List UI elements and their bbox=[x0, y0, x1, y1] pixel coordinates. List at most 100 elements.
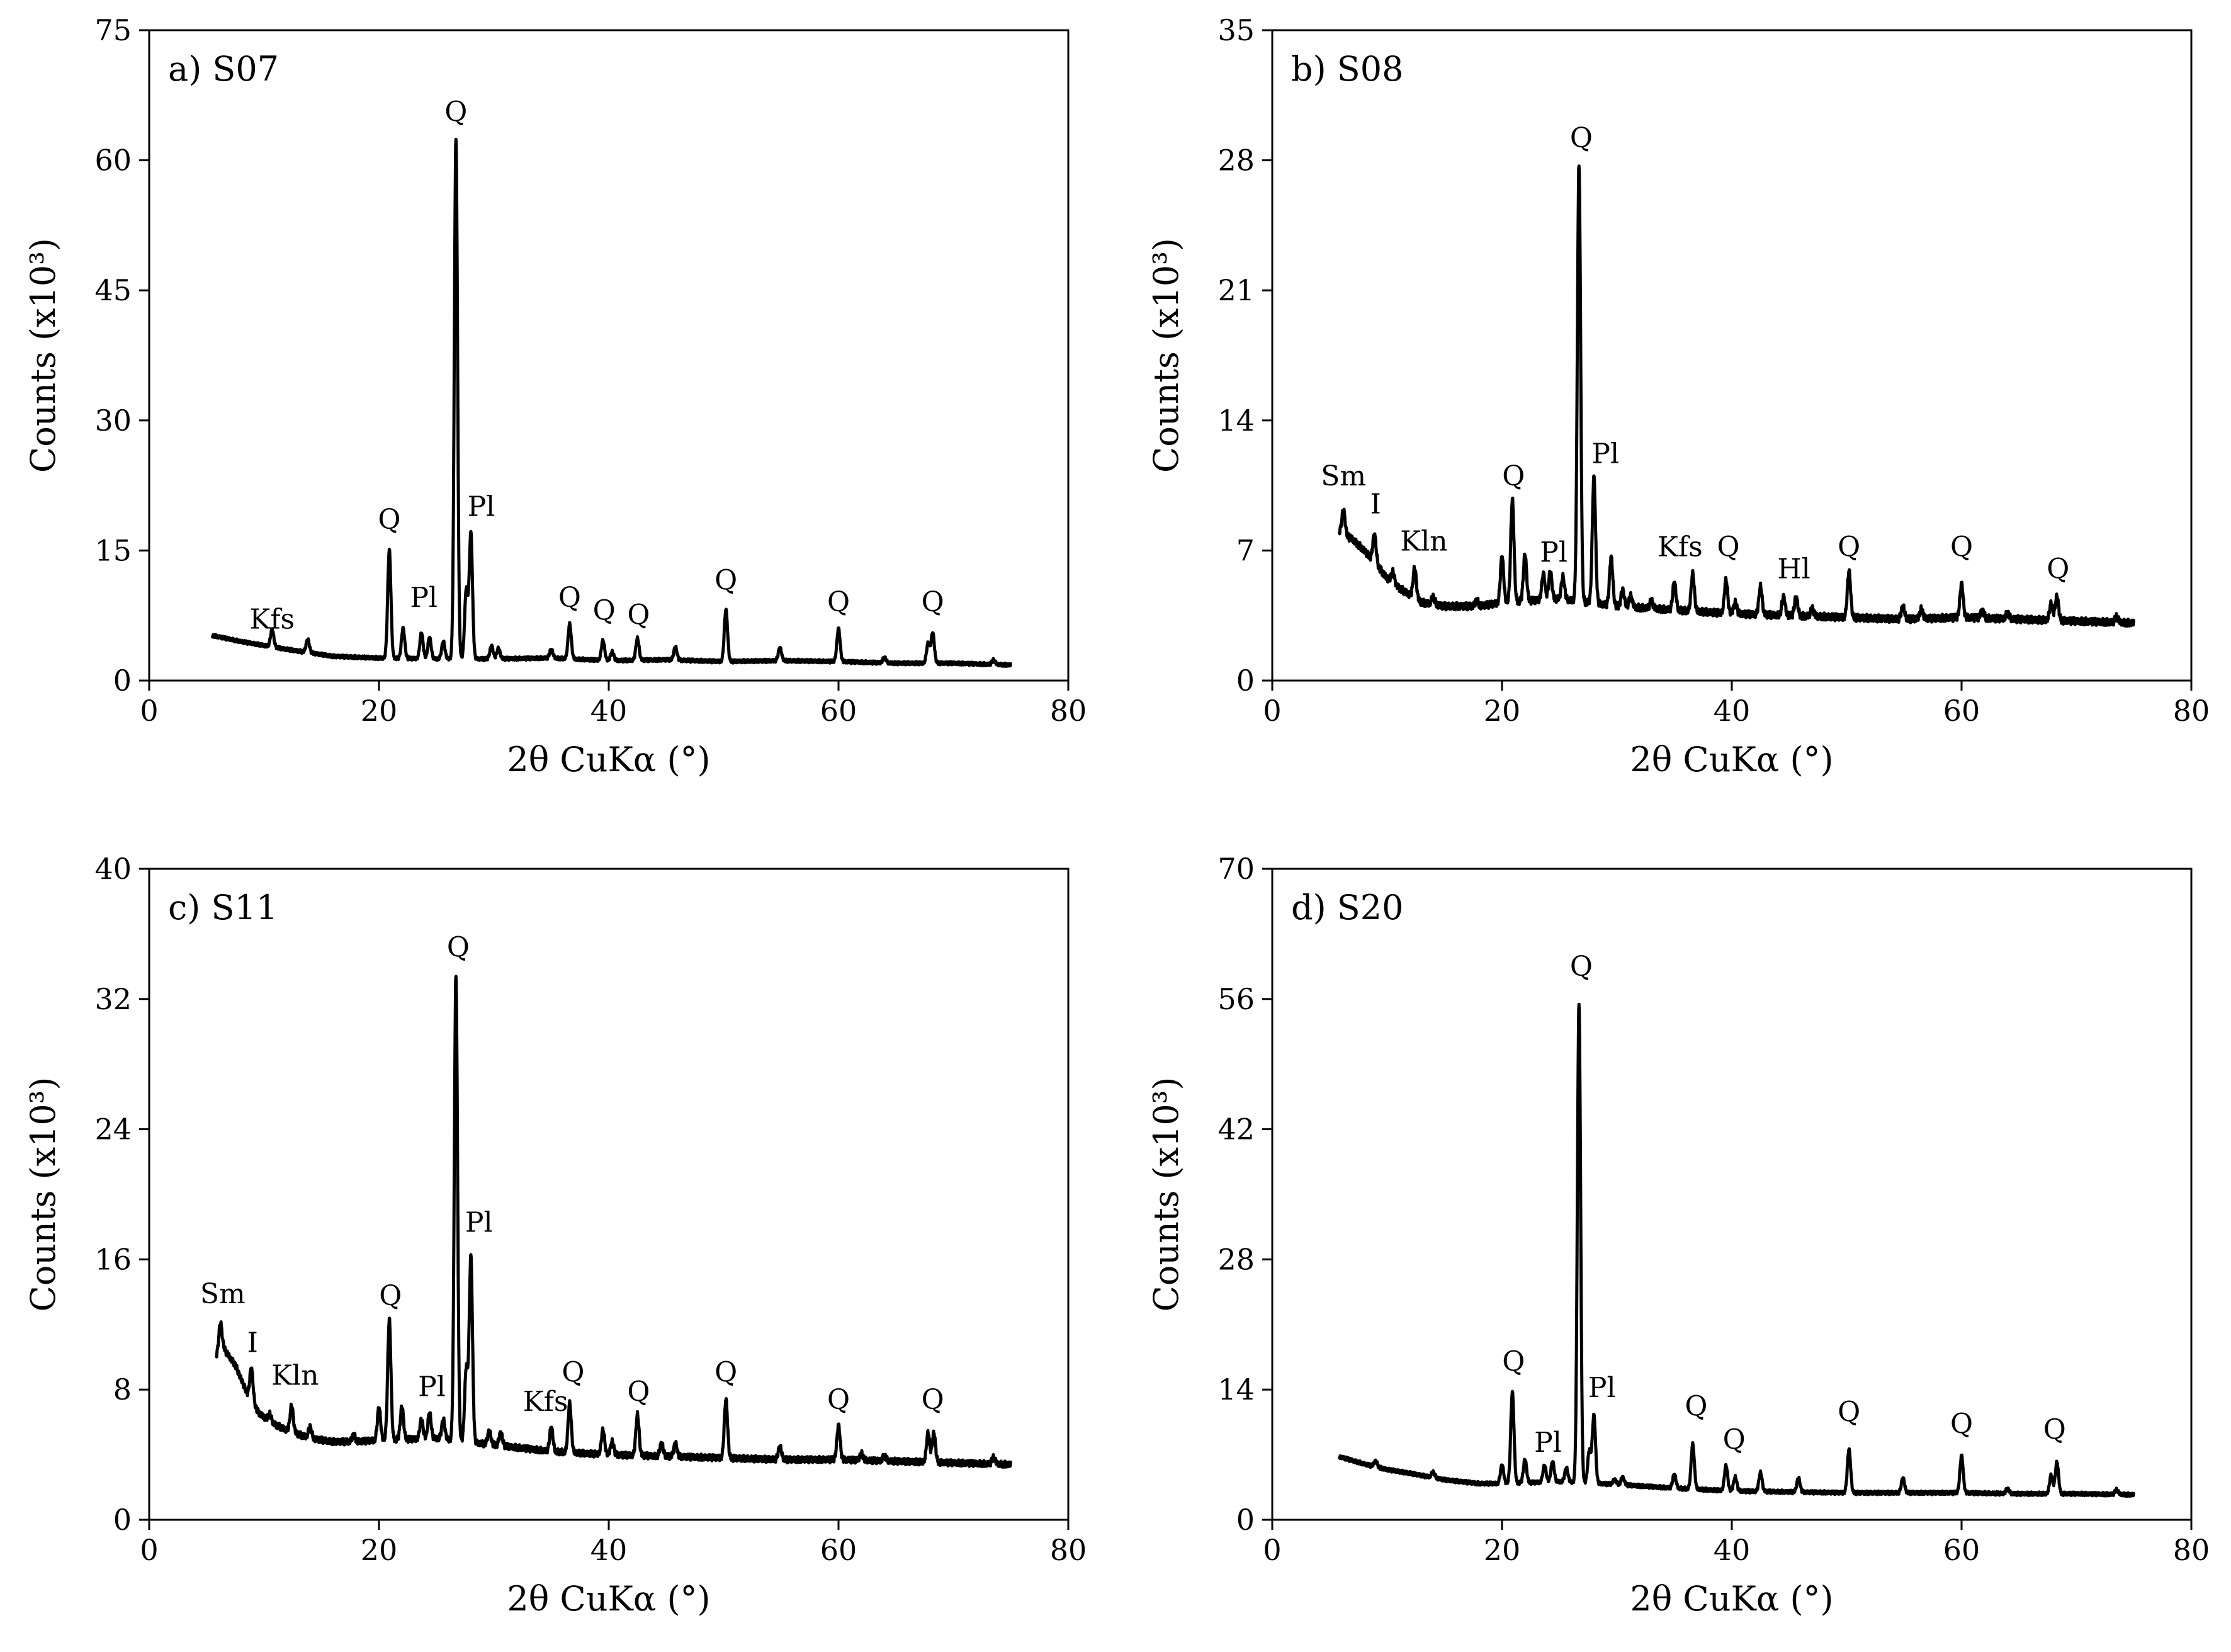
x-tick-label: 20 bbox=[361, 1533, 398, 1567]
peak-label-q: Q bbox=[922, 586, 944, 618]
x-tick-label: 80 bbox=[1050, 694, 1087, 728]
y-axis-title: Counts (x10³) bbox=[1146, 238, 1186, 473]
peak-label-q: Q bbox=[1502, 1346, 1525, 1378]
x-axis-title: 2θ CuKα (°) bbox=[1630, 1579, 1833, 1619]
x-tick-label: 40 bbox=[590, 1533, 628, 1567]
diffraction-trace bbox=[1337, 164, 2136, 628]
peak-label-pl: Pl bbox=[468, 490, 495, 523]
peak-label-q: Q bbox=[558, 582, 581, 614]
peak-label-kfs: Kfs bbox=[249, 603, 295, 635]
peak-label-q: Q bbox=[447, 932, 470, 964]
panel-b-s08: 0 20 40 60 80 0 7 14 21 28 35 2θ CuKα (°) Counts (x1… bbox=[1146, 13, 2210, 779]
y-tick-label: 0 bbox=[1236, 664, 1255, 698]
x-tick-label: 80 bbox=[2173, 1533, 2210, 1567]
y-axis-title: Counts (x10³) bbox=[23, 238, 63, 473]
y-tick-label: 15 bbox=[94, 533, 132, 567]
panel-c-s11: 0 20 40 60 80 0 8 16 24 32 40 2θ CuKα (°) Counts (x1… bbox=[23, 852, 1087, 1619]
x-tick-label: 0 bbox=[140, 694, 158, 728]
peak-label-q: Q bbox=[1717, 531, 1739, 563]
x-axis-title: 2θ CuKα (°) bbox=[507, 740, 710, 779]
y-tick-label: 45 bbox=[94, 273, 132, 307]
y-tick-label: 14 bbox=[1217, 1372, 1255, 1406]
y-tick-label: 21 bbox=[1217, 273, 1255, 307]
y-axis-title: Counts (x10³) bbox=[1146, 1077, 1186, 1312]
diffraction-trace bbox=[214, 975, 1013, 1469]
x-axis-title: 2θ CuKα (°) bbox=[507, 1579, 710, 1619]
peak-label-kln: Kln bbox=[271, 1359, 319, 1391]
y-tick-label: 42 bbox=[1217, 1112, 1255, 1146]
panel-d-s20: 0 20 40 60 80 0 14 28 42 56 70 2θ CuKα (°) Counts (x… bbox=[1146, 852, 2210, 1619]
y-tick-label: 30 bbox=[94, 404, 132, 438]
x-tick-label: 60 bbox=[1943, 1533, 1980, 1567]
diffraction-trace bbox=[210, 137, 1012, 668]
peak-label-q: Q bbox=[922, 1384, 944, 1416]
x-tick-label: 0 bbox=[1263, 1533, 1281, 1567]
peak-label-i: I bbox=[1370, 488, 1381, 520]
peak-label-q: Q bbox=[627, 1376, 650, 1408]
peak-label-sm: Sm bbox=[1321, 460, 1366, 492]
peak-label-q: Q bbox=[627, 599, 650, 631]
y-tick-label: 32 bbox=[94, 982, 132, 1016]
peak-label-pl: Pl bbox=[1540, 536, 1567, 569]
peak-label-q: Q bbox=[1950, 1408, 1973, 1440]
panel-label: c) S11 bbox=[168, 888, 278, 927]
peak-label-kfs: Kfs bbox=[1658, 531, 1703, 563]
peak-label-q: Q bbox=[379, 1280, 402, 1312]
y-tick-label: 16 bbox=[94, 1242, 132, 1276]
peak-label-sm: Sm bbox=[200, 1278, 246, 1310]
panel-label: d) S20 bbox=[1291, 888, 1404, 927]
y-tick-label: 0 bbox=[1236, 1503, 1255, 1537]
peak-label-q: Q bbox=[593, 595, 616, 627]
x-tick-label: 60 bbox=[1943, 694, 1980, 728]
x-tick-label: 0 bbox=[140, 1533, 158, 1567]
peak-label-q: Q bbox=[1950, 531, 1973, 563]
x-tick-label: 20 bbox=[1484, 1533, 1521, 1567]
peak-label-q: Q bbox=[1723, 1424, 1746, 1456]
peak-label-q: Q bbox=[1685, 1391, 1707, 1423]
peak-label-q: Q bbox=[444, 96, 467, 128]
diffraction-trace bbox=[1337, 1002, 2136, 1498]
peak-label-pl: Pl bbox=[465, 1206, 493, 1238]
y-tick-label: 56 bbox=[1217, 982, 1255, 1016]
x-tick-label: 60 bbox=[820, 1533, 857, 1567]
y-tick-label: 75 bbox=[94, 13, 132, 47]
peak-label-q: Q bbox=[2043, 1413, 2066, 1445]
y-tick-label: 28 bbox=[1217, 144, 1255, 178]
panel-a-s07: 0 20 40 60 80 0 15 30 45 60 75 2θ CuKα (°) Counts (x… bbox=[23, 13, 1087, 779]
peak-label-q: Q bbox=[714, 1356, 737, 1388]
peak-label-q: Q bbox=[714, 564, 737, 596]
x-axis-title: 2θ CuKα (°) bbox=[1630, 740, 1833, 779]
peak-label-q: Q bbox=[1570, 951, 1593, 983]
x-tick-label: 80 bbox=[2173, 694, 2210, 728]
peak-label-q: Q bbox=[1838, 531, 1860, 563]
y-tick-label: 0 bbox=[113, 664, 132, 698]
y-tick-label: 8 bbox=[113, 1372, 132, 1406]
peak-label-kfs: Kfs bbox=[523, 1386, 568, 1418]
y-tick-label: 0 bbox=[113, 1503, 132, 1537]
y-tick-label: 70 bbox=[1217, 852, 1255, 886]
x-tick-label: 40 bbox=[1714, 1533, 1751, 1567]
panel-label: a) S07 bbox=[168, 49, 279, 89]
peak-label-q: Q bbox=[2047, 553, 2069, 586]
y-tick-label: 14 bbox=[1217, 404, 1255, 438]
peak-label-q: Q bbox=[1570, 122, 1593, 154]
peak-label-q: Q bbox=[378, 504, 400, 536]
peak-label-q: Q bbox=[562, 1356, 584, 1388]
x-tick-label: 80 bbox=[1050, 1533, 1087, 1567]
peak-label-hl: Hl bbox=[1777, 553, 1810, 586]
x-tick-label: 20 bbox=[361, 694, 398, 728]
y-tick-label: 28 bbox=[1217, 1242, 1255, 1276]
y-tick-label: 60 bbox=[94, 144, 132, 178]
x-tick-label: 40 bbox=[1714, 694, 1751, 728]
y-tick-label: 40 bbox=[94, 852, 132, 886]
peak-label-pl: Pl bbox=[1534, 1427, 1562, 1459]
x-tick-label: 0 bbox=[1263, 694, 1281, 728]
peak-label-i: I bbox=[247, 1327, 258, 1359]
peak-label-pl: Pl bbox=[1588, 1372, 1616, 1404]
peak-label-q: Q bbox=[1838, 1396, 1860, 1428]
peak-label-q: Q bbox=[827, 1384, 850, 1416]
y-tick-label: 24 bbox=[94, 1112, 132, 1146]
x-tick-label: 40 bbox=[590, 694, 628, 728]
x-tick-label: 60 bbox=[820, 694, 857, 728]
